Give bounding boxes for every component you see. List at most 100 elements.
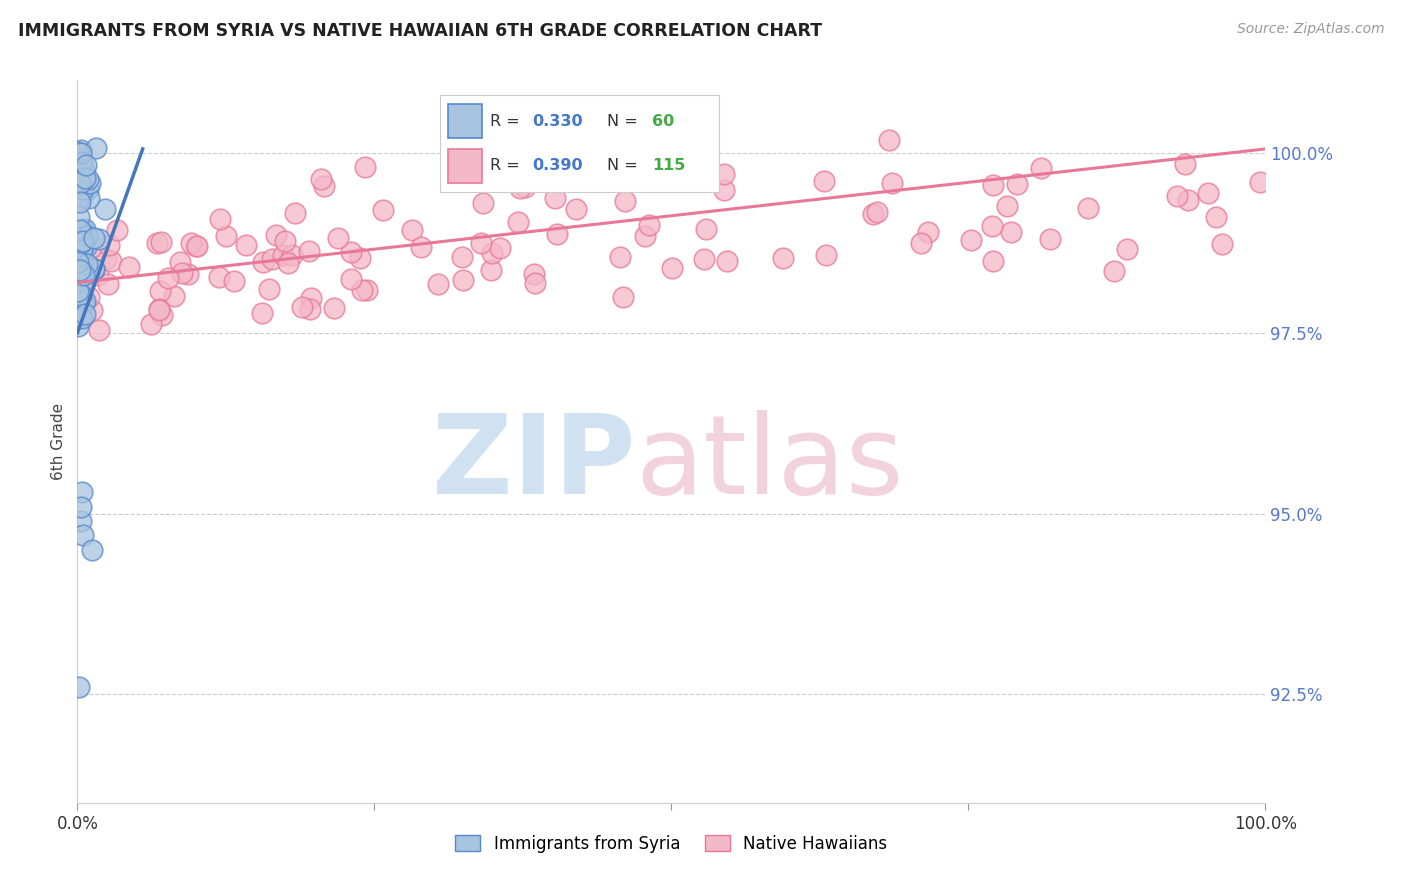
Point — [67, 234, 90, 248]
Point — [180, 236, 202, 251]
Point — [69, 194, 91, 209]
Point — [76, 240, 98, 254]
Point — [70, 243, 93, 257]
Point — [186, 239, 208, 253]
Point — [73, 307, 96, 321]
Point — [488, 241, 510, 255]
Point — [75, 222, 97, 236]
Point — [149, 284, 172, 298]
Point — [146, 235, 169, 250]
Point — [69, 301, 91, 316]
Point — [882, 176, 904, 190]
Point — [69, 309, 91, 323]
Point — [79, 176, 101, 190]
Point — [67, 259, 90, 273]
Point — [75, 293, 97, 308]
Point — [1205, 211, 1227, 225]
Point — [481, 245, 503, 260]
Point — [523, 276, 546, 290]
Point — [66, 318, 89, 333]
Point — [66, 255, 89, 269]
Point — [298, 244, 321, 258]
Point — [70, 268, 93, 282]
Point — [470, 236, 492, 251]
Point — [70, 514, 93, 528]
Point — [87, 268, 110, 282]
Point — [77, 182, 100, 196]
Point — [479, 263, 502, 277]
Point — [544, 191, 567, 205]
Point — [609, 251, 631, 265]
Point — [959, 233, 981, 247]
Point — [401, 223, 423, 237]
Point — [224, 274, 246, 288]
Point — [1077, 201, 1099, 215]
Point — [207, 269, 229, 284]
Point — [349, 251, 371, 265]
Point — [276, 256, 298, 270]
Point — [451, 250, 474, 264]
Point — [1005, 177, 1028, 191]
Point — [66, 145, 89, 159]
Point — [72, 188, 94, 202]
Point — [67, 164, 90, 178]
Point — [350, 283, 373, 297]
Point — [69, 288, 91, 302]
Text: IMMIGRANTS FROM SYRIA VS NATIVE HAWAIIAN 6TH GRADE CORRELATION CHART: IMMIGRANTS FROM SYRIA VS NATIVE HAWAIIAN… — [18, 22, 823, 40]
Point — [879, 133, 901, 147]
Point — [299, 302, 322, 317]
Point — [1174, 157, 1197, 171]
Point — [1166, 188, 1188, 202]
Point — [80, 240, 103, 254]
Point — [1115, 242, 1137, 256]
Point — [70, 500, 93, 514]
Point — [713, 167, 735, 181]
Point — [87, 232, 110, 246]
Point — [72, 243, 94, 257]
Point — [995, 199, 1018, 213]
Point — [814, 248, 837, 262]
Point — [371, 203, 394, 218]
Point — [1197, 186, 1219, 200]
Point — [716, 254, 738, 268]
Point — [250, 306, 273, 320]
Point — [76, 256, 98, 270]
Point — [70, 241, 93, 255]
Point — [1102, 264, 1125, 278]
Point — [67, 210, 90, 224]
Point — [1039, 232, 1062, 246]
Point — [356, 283, 378, 297]
Point — [70, 263, 93, 277]
Point — [980, 219, 1002, 233]
Point — [661, 260, 683, 275]
Point — [695, 222, 717, 236]
Point — [177, 268, 200, 282]
Point — [1211, 237, 1233, 252]
Point — [340, 271, 363, 285]
Point — [83, 262, 105, 277]
Point — [72, 528, 94, 542]
Point — [70, 276, 93, 290]
Point — [309, 172, 332, 186]
Point — [426, 277, 449, 291]
Point — [208, 212, 231, 227]
Point — [693, 252, 716, 266]
Point — [69, 143, 91, 157]
Point — [67, 680, 90, 694]
Point — [72, 294, 94, 309]
Point — [70, 255, 93, 269]
Point — [83, 231, 105, 245]
Text: atlas: atlas — [636, 409, 904, 516]
Point — [284, 206, 307, 220]
Point — [69, 145, 91, 160]
Point — [612, 290, 634, 304]
Point — [257, 281, 280, 295]
Point — [634, 174, 657, 188]
Point — [291, 300, 314, 314]
Point — [184, 239, 207, 253]
Text: ZIP: ZIP — [433, 409, 636, 516]
Point — [271, 247, 294, 261]
Point — [67, 285, 90, 299]
Point — [73, 162, 96, 177]
Point — [485, 170, 508, 185]
